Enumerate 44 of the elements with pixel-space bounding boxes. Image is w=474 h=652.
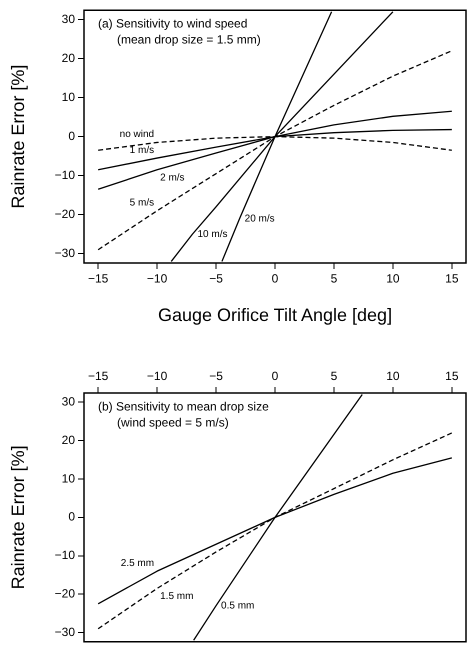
y-tick-label: −30 (54, 624, 76, 639)
y-tick-label: −20 (54, 586, 76, 601)
y-tick-label: −30 (54, 246, 76, 260)
y-tick-label: 10 (62, 471, 76, 486)
series-label: 10 m/s (197, 228, 228, 240)
y-tick-label: −10 (54, 548, 76, 562)
x-tick-label: 10 (386, 369, 400, 384)
y-tick-label: 10 (62, 90, 76, 104)
x-tick-label: −5 (209, 369, 224, 384)
series-label: 1.5 mm (160, 591, 194, 602)
y-axis-title: Rainrate Error [%] (8, 445, 28, 590)
series-label: no wind (120, 129, 154, 140)
text: (a) Sensitivity to wind speed (98, 16, 248, 31)
y-tick-label: 20 (62, 50, 76, 65)
series-label: 0.5 mm (221, 600, 254, 612)
series-label: 5 m/s (130, 197, 154, 208)
y-tick-label: 0 (68, 128, 76, 143)
x-tick-label: −10 (146, 272, 168, 286)
y-tick-label: −10 (54, 168, 76, 182)
x-tick-label: −15 (88, 272, 109, 286)
x-tick-label: 0 (272, 369, 279, 384)
x-tick-label: −10 (146, 369, 168, 384)
y-axis-title: Rainrate Error [%] (8, 64, 28, 209)
x-tick-label: 10 (386, 272, 400, 286)
x-tick-label: 15 (445, 272, 459, 286)
text: (mean drop size = 1.5 mm) (117, 32, 261, 47)
series-label: 20 m/s (244, 213, 275, 224)
y-tick-label: −20 (54, 206, 76, 221)
text: (b) Sensitivity to mean drop size (98, 399, 270, 414)
y-tick-label: 30 (62, 12, 76, 26)
y-tick-label: 0 (68, 510, 76, 524)
x-tick-label: −5 (209, 272, 224, 286)
series-label: 2 m/s (160, 172, 185, 184)
y-tick-label: 30 (62, 394, 76, 409)
x-tick-label: −15 (88, 369, 109, 384)
series-label: 2.5 mm (120, 558, 154, 569)
x-tick-label: 5 (330, 272, 338, 286)
y-tick-label: 20 (62, 432, 76, 447)
x-axis-title: Gauge Orifice Tilt Angle [deg] (158, 305, 392, 326)
x-tick-label: 15 (445, 369, 459, 384)
text: (wind speed = 5 m/s) (117, 415, 229, 430)
series-label: 1 m/s (130, 144, 154, 156)
x-tick-label: 5 (330, 369, 338, 384)
x-tick-label: 0 (272, 272, 279, 286)
